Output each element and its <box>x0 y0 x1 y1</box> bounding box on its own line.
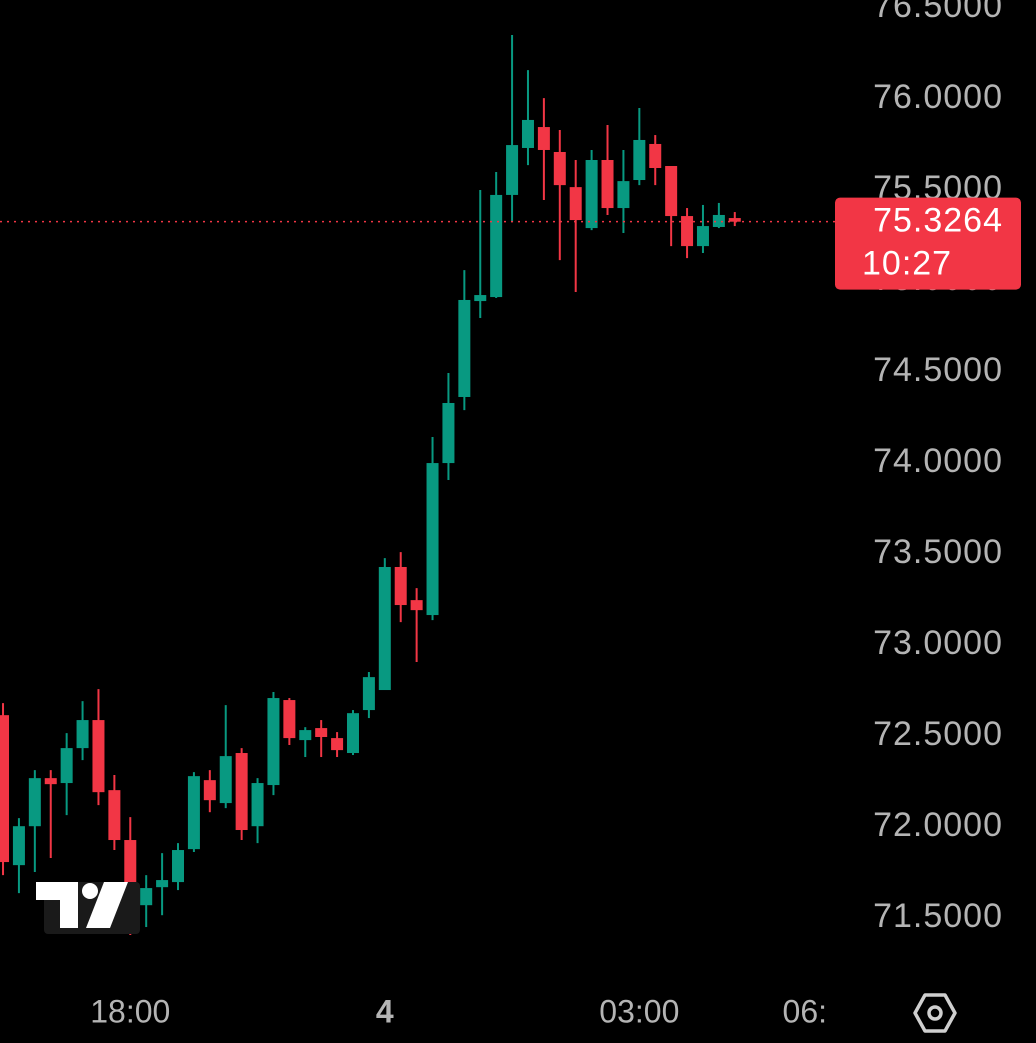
y-tick-label: 71.5000 <box>873 897 1003 935</box>
last-price-badge: 75.3264 10:27 <box>835 197 1021 290</box>
y-tick-label: 72.5000 <box>873 715 1003 753</box>
candle-body <box>283 700 296 739</box>
candle-body <box>156 880 169 888</box>
x-tick-label: 18:00 <box>90 993 170 1029</box>
candle-body <box>474 295 487 302</box>
time-axis: 18:00 4 03:00 06: <box>90 993 827 1029</box>
candle-body <box>442 402 455 464</box>
candle-body <box>696 226 709 247</box>
candle-body <box>219 756 232 804</box>
y-tick-label: 74.0000 <box>873 442 1003 480</box>
y-tick-label: 76.5000 <box>873 0 1003 25</box>
candle-body <box>728 218 741 222</box>
candle-body <box>251 783 264 827</box>
candle-body <box>521 119 534 148</box>
candle-body <box>76 720 89 749</box>
last-price-label: 75.3264 <box>873 202 1003 240</box>
candle-body <box>537 127 550 150</box>
candle-body <box>426 463 439 616</box>
candle-body <box>394 566 407 606</box>
candle-body <box>331 738 344 751</box>
candle-body <box>267 698 280 786</box>
candle-body <box>458 299 471 397</box>
tradingview-logo <box>36 882 140 934</box>
x-tick-label: 06: <box>783 993 827 1029</box>
candle-body <box>569 187 582 221</box>
candle-body <box>378 566 391 691</box>
candle-body <box>410 600 423 611</box>
x-tick-label: 03:00 <box>599 993 679 1029</box>
y-tick-label: 76.0000 <box>873 78 1003 116</box>
settings-button[interactable] <box>913 993 957 1033</box>
y-tick-label: 73.5000 <box>873 533 1003 571</box>
candle-body <box>235 753 248 831</box>
candle-body <box>633 139 646 181</box>
candle-body <box>585 159 598 229</box>
countdown-label: 10:27 <box>862 245 952 283</box>
candle-body <box>490 194 503 298</box>
candle-body <box>553 151 566 186</box>
candle-body <box>60 748 73 784</box>
candle-body <box>299 730 312 741</box>
candle-body <box>617 181 630 209</box>
candle-body <box>108 790 121 841</box>
y-tick-label: 74.5000 <box>873 351 1003 389</box>
candle-body <box>681 216 694 247</box>
candle-body <box>140 888 153 906</box>
candle-body <box>346 713 359 754</box>
candle-body <box>28 778 41 827</box>
candle-body <box>12 826 25 866</box>
badge-background <box>835 197 1021 290</box>
x-tick-label: 4 <box>376 993 394 1029</box>
y-tick-label: 72.0000 <box>873 806 1003 844</box>
candle-body <box>0 715 10 863</box>
y-tick-label: 73.0000 <box>873 624 1003 662</box>
candle-body <box>665 166 678 217</box>
candle-body <box>187 776 200 850</box>
candle-body <box>203 780 216 801</box>
candle-body <box>172 850 185 883</box>
candle-body <box>44 778 57 785</box>
plot-area <box>0 34 835 936</box>
candle-body <box>649 143 662 169</box>
candle-body <box>362 677 375 711</box>
candle-body <box>601 159 614 209</box>
candle-body <box>92 720 105 793</box>
candle-body <box>712 214 725 227</box>
candle-body <box>315 728 328 738</box>
candle-body <box>506 145 519 195</box>
